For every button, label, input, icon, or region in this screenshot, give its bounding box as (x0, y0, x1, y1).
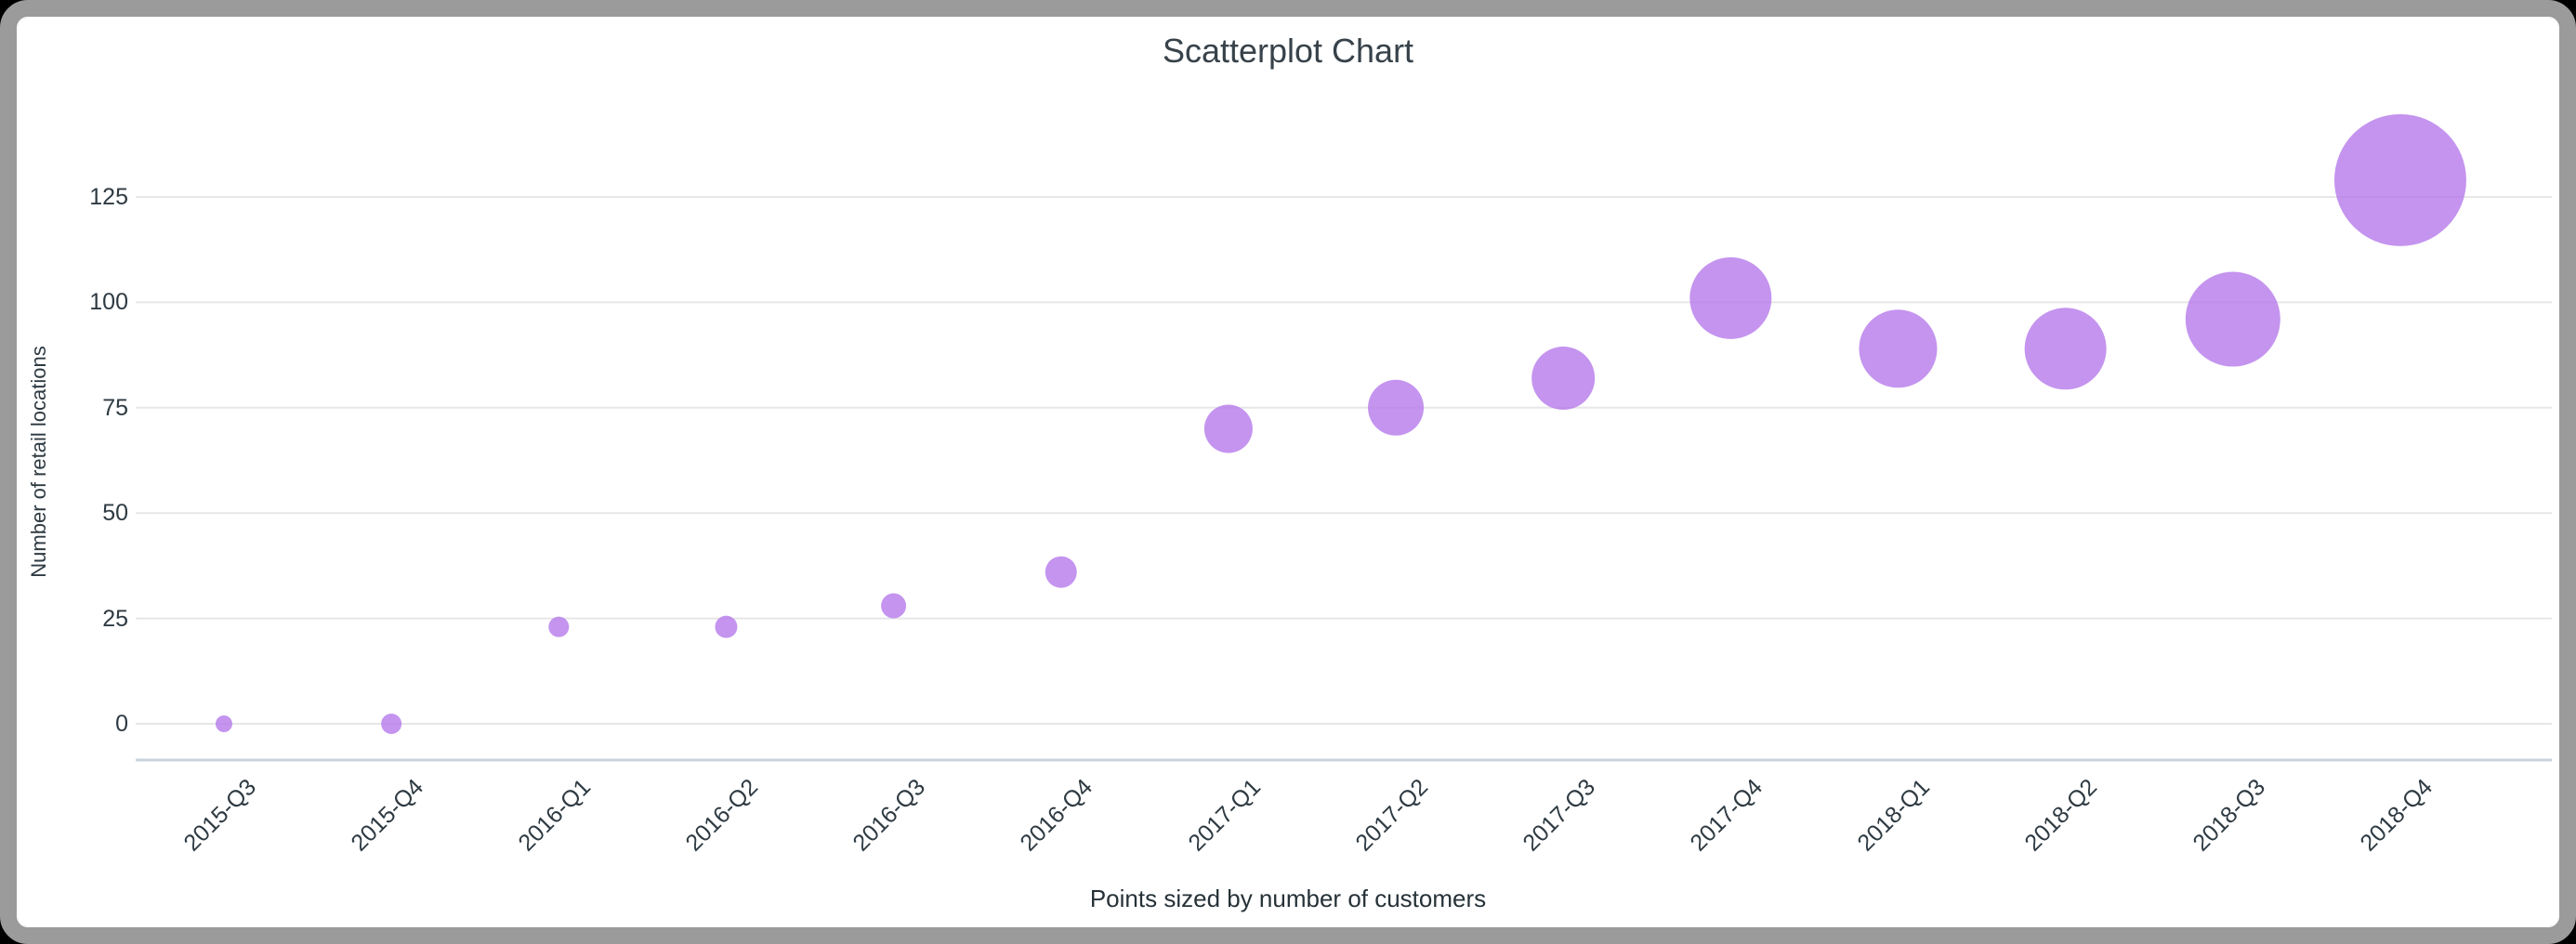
bubble[interactable] (1859, 309, 1938, 388)
y-tick-label: 50 (102, 500, 128, 527)
bubble[interactable] (881, 593, 907, 619)
y-tick-label: 25 (102, 605, 128, 632)
bubble[interactable] (216, 715, 232, 732)
bubble-series (216, 113, 2466, 734)
bubble[interactable] (2333, 113, 2466, 246)
y-tick-label: 75 (102, 394, 128, 421)
bubble[interactable] (548, 616, 570, 637)
chart-title: Scatterplot Chart (1162, 32, 1414, 70)
bubble[interactable] (2024, 308, 2107, 390)
bubble[interactable] (1045, 556, 1077, 588)
gridlines (136, 196, 2552, 725)
bubble[interactable] (715, 615, 738, 638)
x-axis-caption: Points sized by number of customers (1089, 885, 1487, 912)
bubble[interactable] (1689, 256, 1772, 339)
bubble[interactable] (1368, 379, 1425, 436)
y-tick-label: 0 (115, 711, 128, 737)
y-tick-label: 100 (89, 289, 128, 316)
bubble[interactable] (381, 714, 402, 734)
y-axis-title: Number of retail locations (27, 346, 50, 578)
bubble[interactable] (1531, 347, 1596, 411)
bubble[interactable] (1203, 404, 1253, 453)
y-tick-label: 125 (89, 184, 128, 210)
bubble[interactable] (2185, 271, 2280, 367)
